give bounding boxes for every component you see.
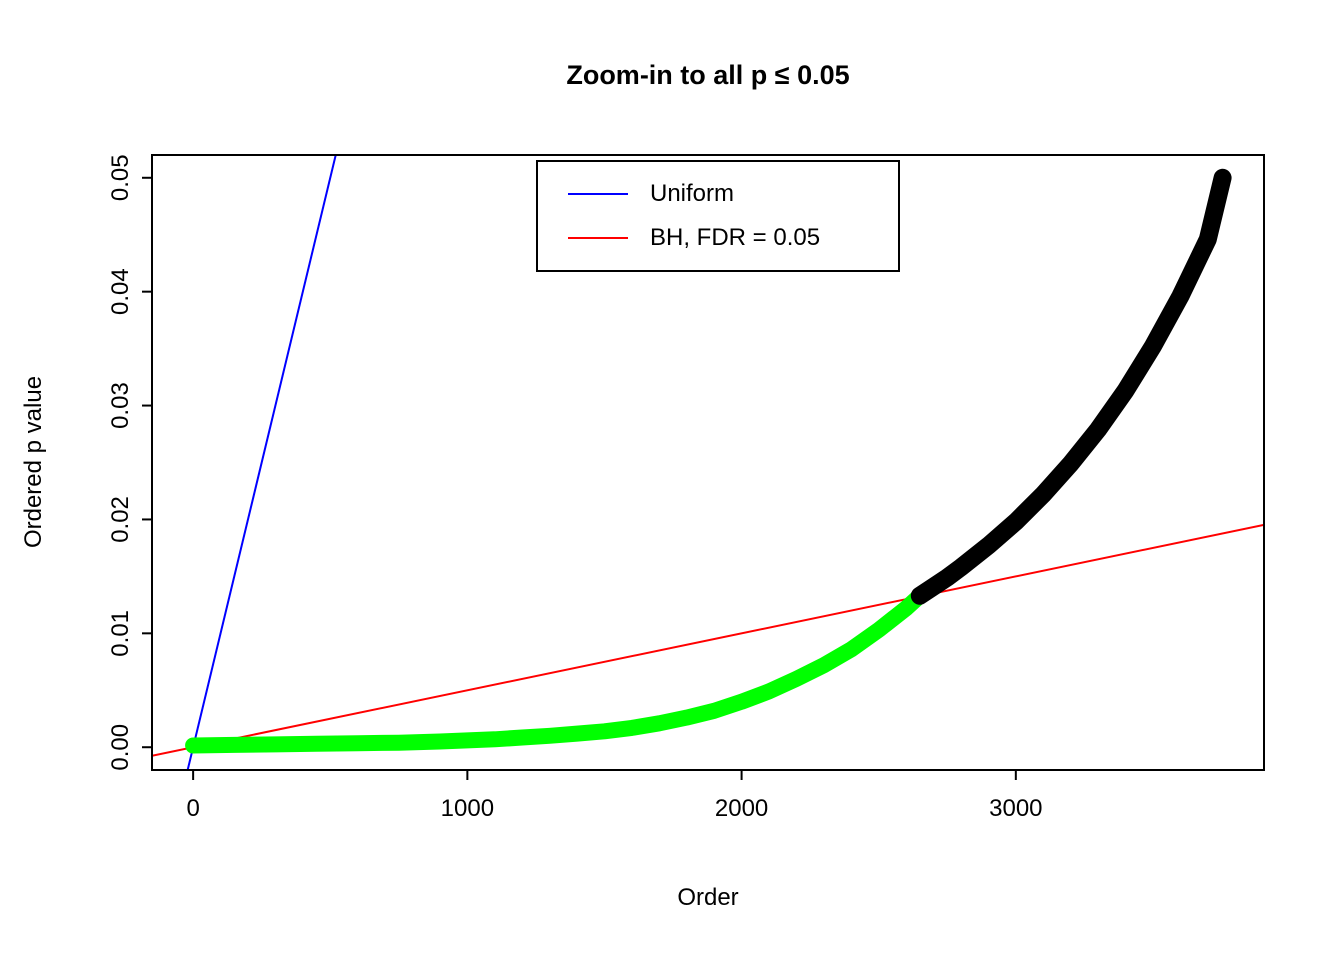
not-significant-points: [910, 168, 1232, 605]
plot-box: [151, 154, 1265, 771]
uniform-line: [186, 155, 337, 770]
legend-label-bh: BH, FDR = 0.05: [650, 224, 821, 251]
chart-title: Zoom-in to all p ≤ 0.05: [566, 60, 850, 90]
bh-line-swatch: [568, 237, 628, 239]
uniform-line-swatch: [568, 193, 628, 195]
y-tick-label: 0.04: [107, 268, 134, 315]
x-tick-label: 0: [186, 795, 199, 822]
y-tick-label: 0.02: [107, 496, 134, 543]
y-tick-label: 0.03: [107, 382, 134, 429]
bh-significant-points: [185, 587, 928, 754]
plot-content: [152, 155, 1264, 770]
x-axis-label: Order: [677, 884, 739, 911]
x-tick-label: 2000: [715, 795, 768, 822]
y-tick-label: 0.00: [107, 724, 134, 771]
x-tick-label: 1000: [441, 795, 494, 822]
y-tick-label: 0.05: [107, 154, 134, 201]
legend: Uniform BH, FDR = 0.05: [536, 160, 900, 272]
legend-item-uniform: Uniform: [538, 182, 898, 206]
y-axis-label: Ordered p value: [20, 375, 47, 549]
x-tick-label: 3000: [989, 795, 1042, 822]
bh-threshold-line: [152, 523, 1264, 757]
y-tick-label: 0.01: [107, 610, 134, 657]
legend-item-bh: BH, FDR = 0.05: [538, 226, 898, 250]
legend-label-uniform: Uniform: [650, 180, 735, 207]
